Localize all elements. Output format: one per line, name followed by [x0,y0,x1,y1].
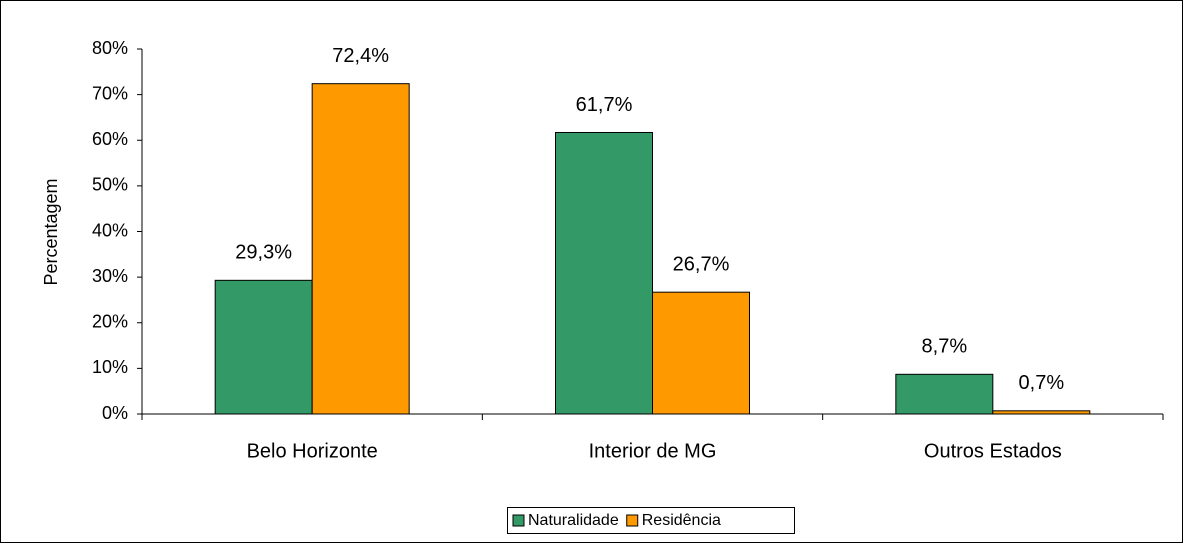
bar [555,131,653,415]
y-tick-label: 80% [92,38,128,58]
x-tick-label: Outros Estados [924,440,1062,462]
data-label: 72,4% [332,45,389,67]
legend-box [507,507,795,534]
y-tick-label: 50% [92,175,128,195]
legend-label: Naturalidade [528,512,619,529]
bar [652,291,750,415]
y-tick-label: 20% [92,312,128,332]
data-label: 8,7% [922,336,968,358]
legend-label: Residência [642,512,721,529]
data-label: 29,3% [235,242,292,264]
y-tick-label: 0% [102,403,128,423]
bar [214,279,313,415]
data-label: 0,7% [1019,372,1065,394]
data-label: 26,7% [673,253,730,275]
y-tick-label: 10% [92,357,128,377]
y-tick-label: 60% [92,129,128,149]
legend-swatch [512,514,525,527]
y-tick-label: 40% [92,220,128,240]
y-axis-label: Percentagem [41,178,61,285]
bar [895,373,994,415]
y-tick-label: 70% [92,83,128,103]
legend-swatch [626,514,639,527]
x-tick-label: Belo Horizonte [247,440,378,462]
y-tick-label: 30% [92,266,128,286]
bar [311,83,410,415]
data-label: 61,7% [576,94,633,116]
x-tick-label: Interior de MG [589,440,717,462]
